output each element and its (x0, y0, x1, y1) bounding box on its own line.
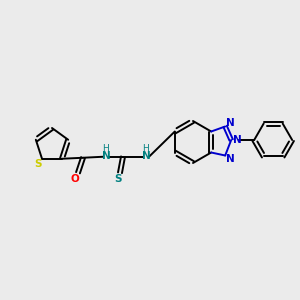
Text: N: N (226, 118, 235, 128)
Text: N: N (142, 151, 150, 161)
Text: N: N (226, 154, 235, 164)
Text: N: N (102, 151, 110, 161)
Text: N: N (233, 135, 242, 145)
Text: S: S (114, 174, 122, 184)
Text: H: H (142, 144, 149, 153)
Text: H: H (103, 144, 110, 153)
Text: O: O (70, 174, 80, 184)
Text: S: S (34, 159, 42, 169)
